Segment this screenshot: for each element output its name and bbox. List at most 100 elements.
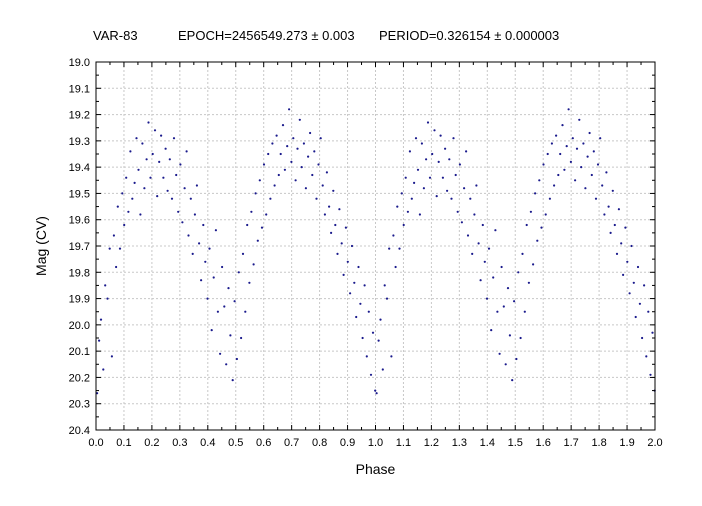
y-tick-label: 20.2	[69, 372, 90, 384]
data-point	[569, 160, 573, 163]
data-point	[214, 229, 217, 232]
data-point	[479, 279, 482, 282]
data-points	[96, 108, 656, 395]
data-point	[108, 247, 111, 250]
data-point	[162, 176, 165, 179]
data-point	[164, 147, 167, 150]
data-point	[357, 265, 360, 269]
data-point	[390, 355, 393, 358]
y-tick-label: 20.0	[69, 320, 90, 332]
data-point	[137, 168, 140, 171]
data-point	[481, 223, 484, 227]
data-point	[542, 163, 545, 166]
data-point	[328, 205, 331, 208]
data-point	[344, 226, 347, 229]
data-point	[454, 173, 457, 177]
data-point	[151, 152, 154, 156]
data-point	[441, 176, 444, 179]
data-point	[456, 210, 459, 213]
data-point	[317, 163, 320, 166]
data-point	[321, 184, 324, 187]
data-point	[536, 239, 539, 242]
data-point	[279, 152, 282, 156]
data-point	[227, 287, 230, 290]
x-tick-label: 0.0	[88, 437, 103, 449]
data-point	[502, 305, 505, 308]
x-axis-label: Phase	[356, 461, 396, 477]
data-point	[99, 318, 103, 321]
data-point	[599, 137, 602, 140]
title-period: PERIOD=0.326154 ± 0.000003	[379, 28, 560, 43]
data-point	[332, 189, 335, 192]
data-point	[319, 137, 322, 140]
data-point	[607, 205, 610, 208]
data-point	[298, 118, 301, 121]
data-point	[198, 242, 201, 245]
data-point	[483, 260, 486, 263]
data-point	[302, 142, 305, 145]
data-point	[353, 281, 356, 284]
x-tick-label: 0.8	[312, 437, 327, 449]
data-point	[596, 163, 600, 166]
x-axis: 0.0 0.1 0.2 0.3 0.4 0.5 0.6 0.7 0.8 0.9 1.0 1.1 1.2 1…	[88, 62, 663, 449]
data-point	[557, 173, 560, 177]
data-point	[540, 226, 543, 229]
data-point	[141, 142, 144, 145]
x-tick-label: 0.9	[340, 437, 355, 449]
data-point	[611, 189, 614, 192]
data-point	[233, 300, 236, 303]
data-point	[123, 223, 126, 227]
data-point	[550, 142, 554, 145]
data-point	[248, 281, 251, 284]
data-point	[647, 310, 650, 313]
data-point	[181, 221, 184, 224]
data-point	[398, 247, 401, 250]
data-point	[413, 181, 416, 184]
data-point	[359, 302, 362, 305]
data-point	[256, 239, 259, 242]
data-point	[262, 163, 266, 166]
data-point	[361, 336, 364, 340]
data-point	[645, 355, 648, 358]
data-point	[609, 231, 612, 234]
data-point	[508, 334, 511, 337]
data-point	[133, 181, 136, 184]
data-point	[377, 339, 380, 342]
data-point	[601, 184, 604, 187]
data-point	[129, 150, 132, 153]
data-point	[365, 355, 368, 358]
data-point	[135, 137, 138, 140]
data-point	[340, 242, 343, 245]
data-point	[241, 252, 245, 255]
data-point	[98, 339, 101, 342]
x-tick-label: 1.1	[396, 437, 411, 449]
data-point	[651, 331, 654, 334]
data-point	[204, 260, 207, 263]
data-point	[349, 292, 352, 295]
data-point	[187, 234, 190, 237]
data-point	[106, 297, 109, 300]
data-point	[374, 389, 377, 392]
x-tick-label: 1.7	[564, 437, 579, 449]
data-point	[206, 297, 209, 300]
data-point	[258, 179, 261, 182]
data-point	[559, 152, 562, 156]
data-point	[465, 150, 468, 153]
data-point	[527, 281, 531, 284]
data-point	[613, 223, 616, 227]
data-point	[487, 247, 491, 250]
data-point	[267, 152, 270, 156]
data-point	[388, 247, 391, 250]
y-tick-label: 20.3	[69, 399, 90, 411]
data-point	[193, 213, 196, 216]
data-point	[588, 131, 591, 135]
y-tick-label: 19.9	[69, 294, 90, 306]
data-point	[309, 131, 312, 135]
data-point	[177, 210, 180, 213]
data-point	[115, 265, 118, 269]
y-tick-label: 20.4	[69, 425, 90, 437]
data-point	[504, 363, 507, 366]
data-point	[158, 160, 161, 163]
data-point	[515, 357, 518, 361]
data-point	[125, 176, 128, 179]
